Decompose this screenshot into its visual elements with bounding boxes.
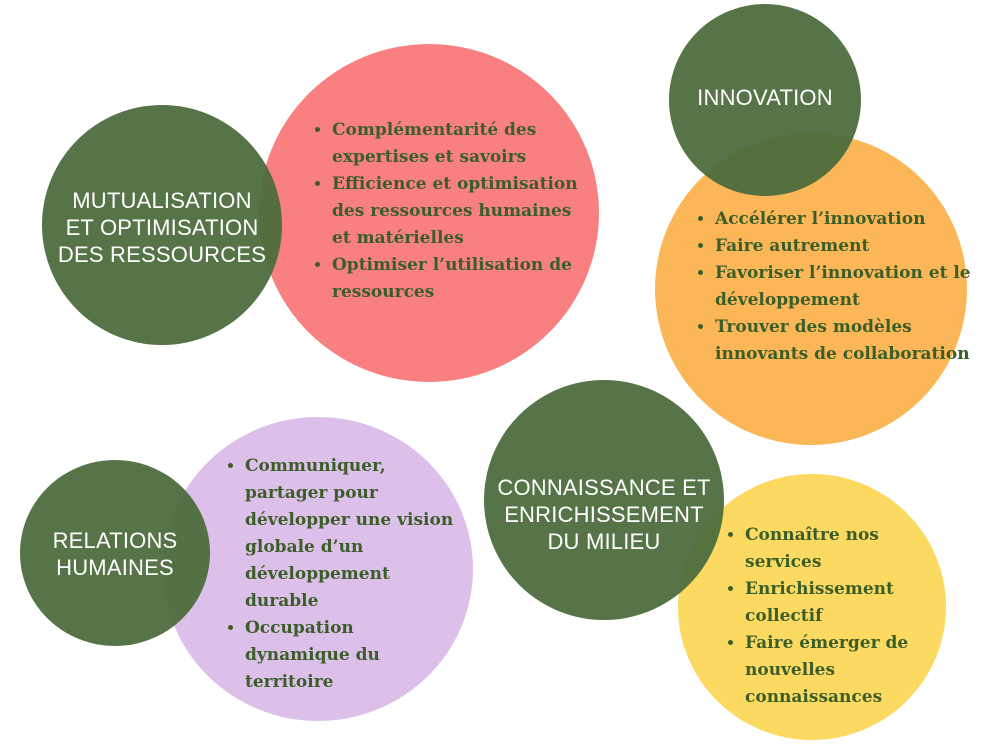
relations-content-circle	[163, 417, 473, 721]
relations-list: Communiquer, partager pour développer un…	[221, 453, 455, 696]
mutualisation-list: Complémentarité des expertises et savoir…	[308, 117, 587, 306]
innovation-content-circle	[655, 133, 967, 445]
innovation-title-circle	[669, 4, 861, 196]
list-item: Optimiser l’utilisation de ressources	[332, 252, 587, 306]
title-line: ENRICHISSEMENT	[504, 502, 704, 527]
title-line: ET OPTIMISATION	[65, 215, 259, 240]
title-line: INNOVATION	[697, 85, 833, 110]
relations-title-circle	[20, 460, 210, 646]
mutualisation-title: MUTUALISATION ET OPTIMISATION DES RESSOU…	[42, 187, 282, 268]
title-line: CONNAISSANCE ET	[497, 475, 711, 500]
list-item: Faire autrement	[715, 233, 983, 260]
title-line: DU MILIEU	[547, 529, 661, 554]
connaissance-content-circle	[678, 474, 946, 740]
mutualisation-content-circle	[259, 44, 599, 382]
list-item: Accélérer l’innovation	[715, 206, 983, 233]
title-line: DES RESSOURCES	[57, 242, 267, 267]
title-line: RELATIONS	[52, 528, 178, 553]
title-line: MUTUALISATION	[72, 188, 252, 213]
list-item: Enrichissement collectif	[745, 576, 945, 630]
list-item: Faire émerger de nouvelles connaissances	[745, 630, 945, 711]
list-item: Connaître nos services	[745, 522, 945, 576]
innovation-title: INNOVATION	[669, 84, 861, 111]
connaissance-title-circle	[484, 380, 724, 620]
list-item: Communiquer, partager pour développer un…	[245, 453, 455, 615]
list-item: Occupation dynamique du territoire	[245, 615, 455, 696]
mutualisation-title-circle	[42, 105, 282, 345]
list-item: Complémentarité des expertises et savoir…	[332, 117, 587, 171]
title-line: HUMAINES	[56, 555, 174, 580]
connaissance-list: Connaître nos services Enrichissement co…	[721, 522, 945, 711]
list-item: Efficience et optimisation des ressource…	[332, 171, 587, 252]
relations-title: RELATIONS HUMAINES	[20, 527, 210, 581]
innovation-list: Accélérer l’innovation Faire autrement F…	[691, 206, 983, 368]
list-item: Trouver des modèles innovants de collabo…	[715, 314, 983, 368]
list-item: Favoriser l’innovation et le développeme…	[715, 260, 983, 314]
connaissance-title: CONNAISSANCE ET ENRICHISSEMENT DU MILIEU	[478, 474, 730, 555]
